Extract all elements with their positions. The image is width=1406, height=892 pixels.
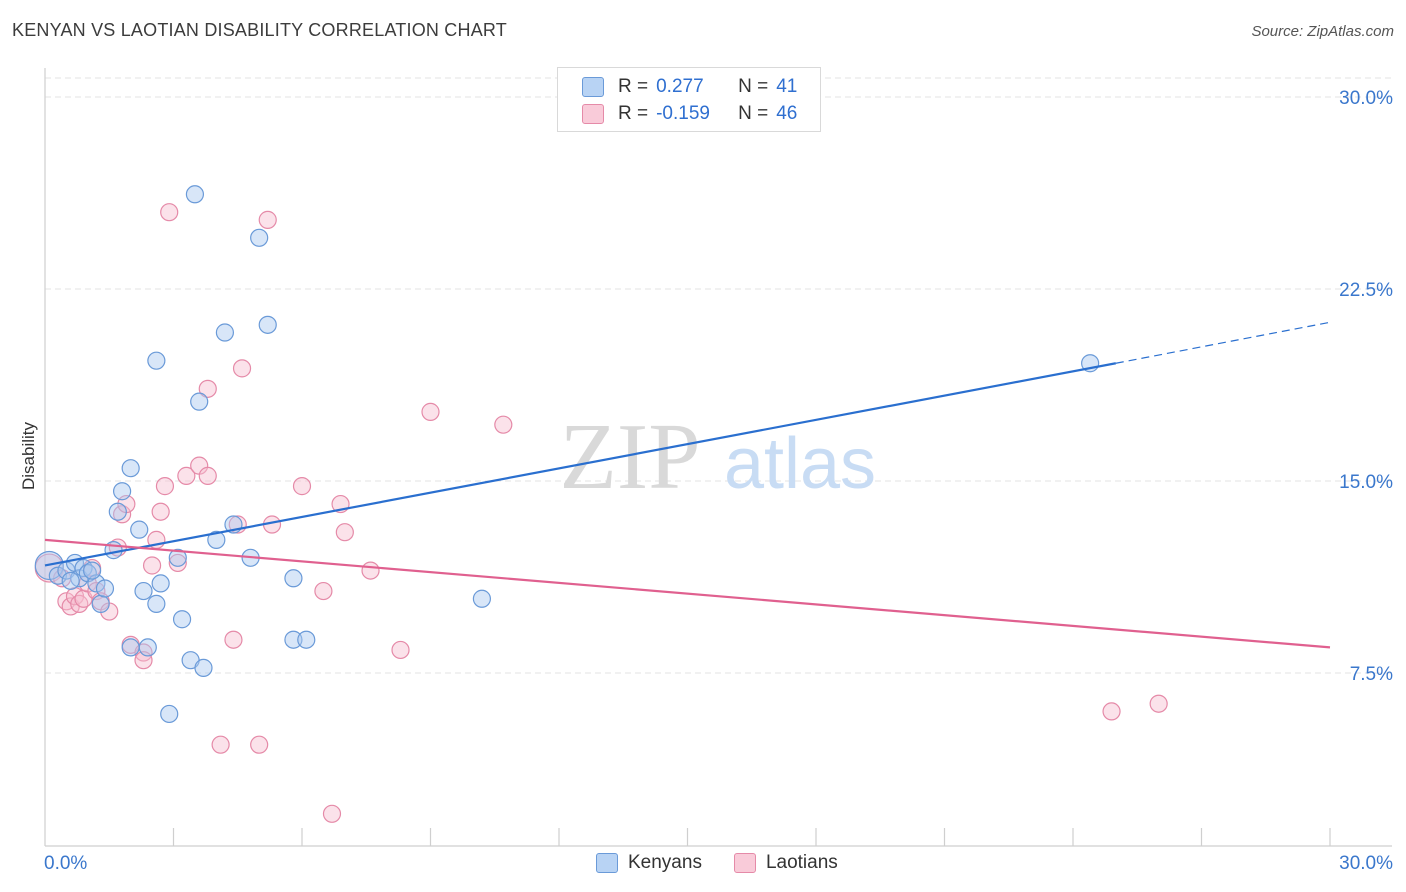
laotians-trend-line: [44, 538, 1331, 649]
legend-label-kenyans: Kenyans: [628, 852, 702, 873]
laotians-point: [232, 359, 252, 378]
kenyans-point: [472, 589, 491, 608]
x-tick-label-min: 0.0%: [44, 853, 87, 874]
legend-n-label: N =: [738, 76, 769, 97]
legend-swatch-blue: [596, 853, 618, 873]
legend-r-label: R =: [618, 76, 649, 97]
kenyans-point: [190, 392, 209, 411]
kenyans-point: [121, 459, 140, 478]
kenyans-point: [121, 638, 140, 657]
laotians-point: [142, 556, 162, 575]
kenyans-point: [258, 315, 277, 334]
kenyans-point: [138, 638, 157, 657]
kenyans-point: [207, 530, 226, 549]
kenyans-point: [130, 520, 149, 539]
kenyans-trend-extension: [1115, 321, 1331, 364]
kenyans-point: [250, 228, 269, 247]
watermark: ZIP atlas: [560, 405, 877, 509]
legend-item-kenyans[interactable]: Kenyans: [596, 852, 702, 874]
source-label: Source: ZipAtlas.com: [1251, 23, 1394, 40]
legend-r-label: R =: [618, 103, 649, 124]
x-tick-label-max: 30.0%: [1339, 853, 1393, 874]
y-tick-label: 15.0%: [1339, 472, 1393, 493]
laotians-point: [335, 523, 354, 542]
kenyans-point: [185, 185, 205, 204]
kenyans-point: [151, 574, 170, 593]
legend-swatch-pink: [733, 853, 756, 873]
laotians-point: [421, 402, 440, 421]
laotians-point: [1102, 702, 1121, 721]
tick-labels: 7.5% 15.0% 22.5% 30.0% 0.0% 30.0%: [44, 88, 1393, 874]
kenyans-point: [61, 571, 80, 590]
kenyans-point: [194, 658, 213, 677]
laotians-point: [155, 477, 175, 496]
y-axis-label: Disability: [19, 421, 38, 490]
laotians-point: [314, 581, 333, 601]
legend-r-value: 0.277: [656, 76, 704, 97]
kenyans-point: [95, 579, 115, 598]
watermark-atlas: atlas: [724, 424, 876, 504]
axes: [44, 68, 1392, 847]
laotians-point: [224, 630, 243, 649]
legend-row-kenyans: R = 0.277 N = 41: [582, 75, 797, 99]
legend-n-label: N =: [738, 103, 769, 124]
legend-label-laotians: Laotians: [765, 852, 838, 873]
laotians-point: [211, 735, 230, 754]
kenyans-point: [160, 704, 179, 724]
kenyans-point: [147, 351, 166, 370]
laotians-point: [160, 203, 179, 222]
laotians-point: [177, 466, 196, 485]
kenyans-point: [83, 561, 102, 580]
kenyans-point: [147, 594, 166, 613]
legend-swatch-pink: [582, 104, 604, 124]
kenyans-point: [284, 569, 303, 588]
laotians-points: [34, 203, 1168, 823]
correlation-legend: R = 0.277 N = 41 R = -0.159 N = 46: [557, 67, 821, 132]
y-tick-label: 30.0%: [1339, 88, 1393, 109]
legend-row-laotians: R = -0.159 N = 46: [582, 102, 797, 126]
laotians-point: [292, 477, 312, 496]
kenyans-point: [134, 581, 153, 601]
legend-r-value: -0.159: [656, 103, 710, 124]
laotians-point: [198, 379, 217, 398]
kenyans-point: [284, 630, 303, 649]
kenyans-trend-line: [44, 362, 1117, 567]
kenyans-point: [108, 502, 127, 521]
y-tick-label: 7.5%: [1350, 664, 1393, 685]
kenyans-point: [168, 548, 187, 567]
legend-item-laotians[interactable]: Laotians: [733, 852, 838, 874]
y-tick-label: 22.5%: [1339, 280, 1393, 301]
laotians-point: [198, 466, 217, 485]
laotians-point: [250, 735, 269, 754]
laotians-point: [168, 553, 187, 573]
kenyans-points: [34, 185, 1100, 724]
laotians-point: [391, 640, 410, 660]
laotians-point: [361, 561, 380, 580]
kenyans-point: [112, 482, 132, 501]
laotians-point: [151, 502, 170, 521]
kenyans-point: [91, 594, 110, 613]
chart-title: KENYAN VS LAOTIAN DISABILITY CORRELATION…: [12, 20, 507, 40]
kenyans-point: [215, 323, 234, 342]
kenyans-point: [172, 610, 192, 629]
laotians-point: [322, 804, 342, 823]
watermark-zip: ZIP: [560, 405, 701, 509]
laotians-point: [1149, 694, 1168, 713]
legend-n-value: 46: [776, 103, 798, 124]
laotians-point: [258, 210, 277, 229]
trend-lines: [44, 321, 1331, 649]
kenyans-point: [297, 630, 316, 649]
legend-swatch-blue: [582, 77, 604, 97]
laotians-point: [494, 415, 513, 434]
legend-n-value: 41: [776, 76, 798, 97]
series-legend: Kenyans Laotians: [596, 852, 870, 874]
